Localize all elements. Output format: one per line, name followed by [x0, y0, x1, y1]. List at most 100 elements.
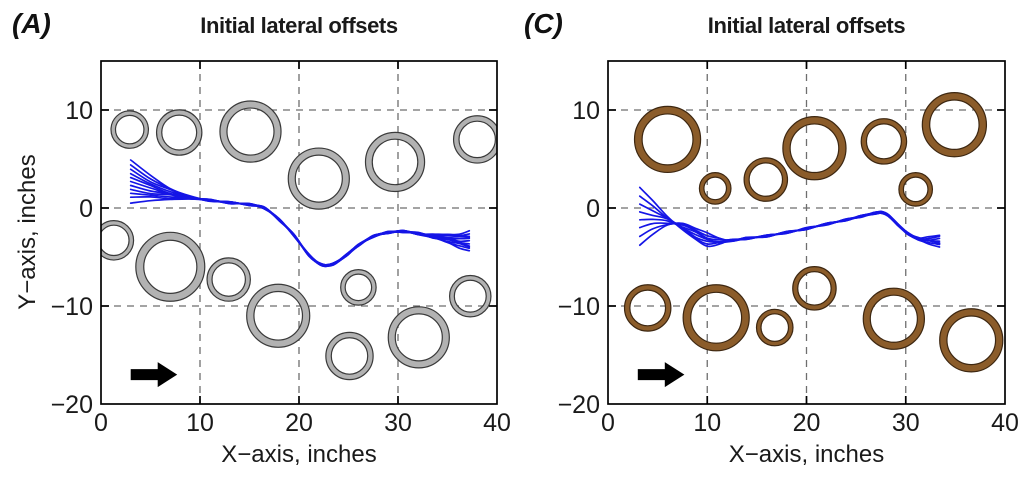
obstacle-circle — [325, 331, 374, 381]
obstacle-circle — [219, 100, 282, 163]
obstacle-outer-edge — [101, 220, 135, 261]
obstacle-circle — [340, 269, 377, 306]
trajectory-line — [129, 172, 471, 268]
panel-c-title: Initial lateral offsets — [707, 13, 906, 38]
obstacle-circle — [246, 283, 311, 348]
obstacle-outer-edge — [792, 266, 837, 311]
obstacle-circle — [698, 172, 732, 205]
obstacle-ring — [388, 306, 450, 368]
obstacle-circle — [633, 105, 702, 174]
obstacle-circle — [287, 147, 350, 210]
y-tick-label-c: 0 — [586, 195, 600, 223]
obstacle-inner-edge — [690, 291, 743, 344]
obstacle-ring — [101, 220, 134, 261]
obstacle-inner-edge — [797, 271, 832, 306]
obstacle-circle — [862, 287, 926, 350]
obstacle-outer-edge — [862, 287, 926, 350]
obstacle-circle — [939, 308, 1004, 373]
x-tick-label-c: 10 — [693, 409, 721, 437]
obstacle-circle — [623, 284, 672, 332]
obstacle-inner-edge — [114, 114, 145, 145]
x-tick-label-c: 40 — [991, 409, 1019, 437]
obstacle-outer-edge — [448, 274, 492, 318]
obstacle-inner-edge — [453, 279, 487, 313]
y-tick-label-a: 10 — [65, 97, 93, 125]
obstacle-outer-edge — [110, 110, 150, 149]
obstacle-outer-edge — [782, 116, 847, 181]
y-tick-label-c: −10 — [558, 293, 600, 321]
y-tick-label-c: −20 — [558, 391, 600, 419]
obstacle-ring — [699, 172, 731, 205]
panel-c-x-axis-label: X−axis, inches — [728, 441, 885, 468]
obstacle-circle — [110, 110, 150, 149]
obstacle-inner-edge — [344, 273, 373, 302]
obstacle-inner-edge — [330, 337, 369, 375]
trajectory-line — [129, 176, 471, 267]
obstacle-outer-edge — [135, 231, 206, 302]
y-tick-label-a: −20 — [51, 391, 93, 419]
obstacle-ring — [683, 284, 750, 351]
x-tick-label-c: 0 — [601, 409, 615, 437]
obstacle-circle — [682, 284, 750, 352]
obstacle-outer-edge — [155, 109, 203, 156]
trajectory-line — [638, 212, 941, 242]
obstacle-ring — [624, 284, 671, 332]
obstacle-circle — [755, 308, 794, 347]
y-tick-label-c: 10 — [572, 97, 600, 125]
trajectories-c — [638, 186, 941, 248]
obstacle-inner-edge — [929, 99, 980, 150]
obstacle-ring — [634, 106, 701, 173]
obstacle-circle — [364, 131, 426, 193]
trajectory-line — [129, 196, 471, 267]
obstacle-outer-edge — [206, 257, 251, 302]
obstacle-ring — [898, 172, 933, 207]
obstacle-inner-edge — [161, 114, 198, 151]
trajectory-line — [638, 212, 941, 247]
obstacle-inner-edge — [294, 154, 343, 203]
obstacle-circle — [155, 109, 203, 156]
obstacle-ring — [744, 157, 788, 202]
panel-a-title: Initial lateral offsets — [200, 13, 398, 38]
obstacle-inner-edge — [902, 176, 929, 203]
obstacle-ring — [288, 148, 350, 210]
x-tick-label-a: 10 — [186, 409, 214, 437]
panel-c: 0 10 20 30 40 10 0 −10 −20 — [558, 60, 1019, 437]
y-tick-label-a: 0 — [79, 195, 93, 223]
panel-a-label: (A) — [12, 8, 51, 39]
x-tick-label-a: 40 — [483, 409, 511, 437]
obstacle-ring — [246, 284, 310, 348]
obstacle-circle — [782, 116, 847, 181]
obstacle-inner-edge — [226, 107, 275, 156]
obstacle-ring — [756, 309, 793, 346]
obstacle-inner-edge — [748, 162, 784, 197]
obstacle-ring — [156, 109, 202, 156]
x-tick-label-a: 30 — [384, 409, 412, 437]
obstacle-ring — [365, 132, 425, 192]
obstacle-ring — [449, 275, 491, 317]
obstacle-outer-edge — [340, 269, 377, 306]
obstacle-inner-edge — [629, 289, 667, 327]
obstacle-outer-edge — [755, 308, 794, 347]
obstacle-inner-edge — [869, 294, 918, 343]
x-tick-label-c: 30 — [892, 409, 920, 437]
obstacle-inner-edge — [101, 224, 130, 257]
trajectories-a — [129, 159, 471, 268]
x-tick-label-c: 20 — [793, 409, 821, 437]
obstacle-ring — [939, 308, 1003, 372]
obstacle-outer-edge — [939, 308, 1004, 373]
obstacle-inner-edge — [394, 313, 443, 362]
obstacle-ring — [863, 288, 925, 350]
obstacle-inner-edge — [458, 120, 497, 159]
obstacle-inner-edge — [703, 176, 728, 201]
obstacle-outer-edge — [287, 147, 350, 210]
obstacles-a — [101, 100, 497, 381]
obstacle-outer-edge — [898, 172, 934, 207]
trajectory-line — [129, 198, 471, 266]
obstacle-circle — [743, 157, 789, 202]
obstacle-ring — [792, 266, 837, 311]
obstacle-outer-edge — [623, 284, 672, 332]
obstacle-outer-edge — [698, 172, 732, 205]
panel-a-y-axis-label: Y−axis, inches — [14, 154, 41, 310]
obstacle-outer-edge — [452, 115, 497, 164]
y-tick-label-a: −10 — [51, 293, 93, 321]
